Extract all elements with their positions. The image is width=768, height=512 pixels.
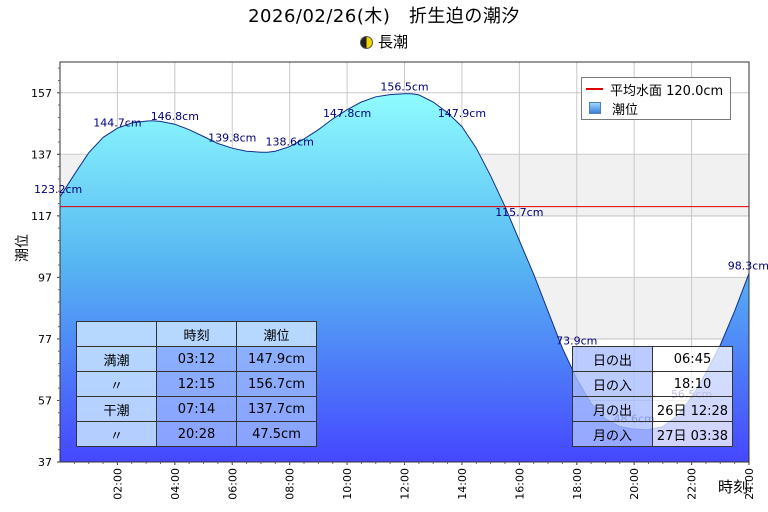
- sun-moon-label: 月の入: [572, 421, 653, 447]
- table-row: 干潮 07:14 137.7cm: [76, 396, 317, 422]
- tide-time: 07:14: [156, 396, 237, 422]
- x-axis-label: 時刻: [717, 478, 748, 496]
- y-tick-label: 57: [38, 394, 52, 407]
- point-value-label: 123.2cm: [34, 183, 82, 196]
- sun-moon-label: 日の出: [572, 346, 653, 372]
- legend-item-tide: 潮位: [586, 99, 639, 118]
- y-tick-label: 117: [31, 210, 52, 223]
- y-tick-label: 37: [38, 456, 52, 469]
- x-tick-label: 20:00: [628, 468, 641, 500]
- table-row: 満潮 03:12 147.9cm: [76, 346, 317, 372]
- tide-level: 47.5cm: [236, 421, 317, 447]
- legend-item-mean: 平均水面 120.0cm: [586, 80, 724, 99]
- table-header-cell: 潮位: [236, 321, 317, 347]
- legend: 平均水面 120.0cm 潮位: [581, 77, 731, 120]
- x-tick-label: 06:00: [226, 468, 239, 500]
- tide-time: 12:15: [156, 371, 237, 397]
- point-value-label: 144.7cm: [93, 117, 141, 130]
- tide-time: 03:12: [156, 346, 237, 372]
- sun-moon-value: 26日 12:28: [652, 396, 733, 422]
- table-header-cell: 時刻: [156, 321, 237, 347]
- x-tick-label: 24:00: [743, 468, 756, 500]
- table-row: 日の出 06:45: [572, 346, 733, 372]
- point-value-label: 147.9cm: [438, 107, 486, 120]
- tide-type-text: 長潮: [377, 33, 408, 51]
- tide-level: 156.7cm: [236, 371, 317, 397]
- tide-level: 147.9cm: [236, 346, 317, 372]
- mean-line-swatch: [586, 88, 603, 90]
- point-value-label: 98.3cm: [728, 259, 768, 272]
- tide-type-label: 長潮: [0, 31, 768, 52]
- point-value-label: 115.7cm: [495, 206, 543, 219]
- legend-mean-label: 平均水面 120.0cm: [610, 83, 724, 99]
- chart-title: 2026/02/26(木) 折生迫の潮汐: [248, 6, 520, 27]
- point-value-label: 138.6cm: [266, 135, 314, 148]
- table-row: 月の出 26日 12:28: [572, 396, 733, 422]
- sun-moon-table: 日の出 06:45 日の入 18:10 月の出 26日 12:28 月の入 27…: [572, 346, 733, 447]
- y-tick-label: 137: [31, 148, 52, 161]
- y-axis-label: 潮位: [15, 234, 31, 262]
- point-value-label: 146.8cm: [151, 110, 199, 123]
- y-tick-label: 77: [38, 333, 52, 346]
- point-value-label: 73.9cm: [556, 334, 597, 347]
- sun-moon-value: 27日 03:38: [652, 421, 733, 447]
- tide-type: 〃: [76, 421, 157, 447]
- sun-moon-value: 18:10: [652, 371, 733, 397]
- table-header-row: 時刻 潮位: [76, 321, 317, 347]
- table-row: 〃 20:28 47.5cm: [76, 421, 317, 447]
- tide-type: 満潮: [76, 346, 157, 372]
- tide-times-table: 時刻 潮位 満潮 03:12 147.9cm 〃 12:15 156.7cm 干…: [76, 321, 317, 447]
- table-row: 月の入 27日 03:38: [572, 421, 733, 447]
- tide-type: 干潮: [76, 396, 157, 422]
- x-tick-label: 18:00: [571, 468, 584, 500]
- y-tick-label: 97: [38, 271, 52, 284]
- sun-moon-label: 日の入: [572, 371, 653, 397]
- x-tick-label: 08:00: [284, 468, 297, 500]
- x-tick-label: 02:00: [111, 468, 124, 500]
- x-tick-label: 14:00: [456, 468, 469, 500]
- y-tick-label: 157: [31, 87, 52, 100]
- x-tick-label: 04:00: [169, 468, 182, 500]
- tide-time: 20:28: [156, 421, 237, 447]
- table-row: 日の入 18:10: [572, 371, 733, 397]
- tide-type: 〃: [76, 371, 157, 397]
- x-tick-label: 22:00: [686, 468, 699, 500]
- tide-swatch: [589, 102, 601, 114]
- tide-level: 137.7cm: [236, 396, 317, 422]
- point-value-label: 147.8cm: [323, 107, 371, 120]
- moon-phase-icon: [359, 36, 373, 49]
- sun-moon-value: 06:45: [652, 346, 733, 372]
- x-tick-label: 12:00: [399, 468, 412, 500]
- table-header-cell: [76, 321, 157, 347]
- legend-tide-label: 潮位: [612, 102, 639, 118]
- x-tick-label: 16:00: [513, 468, 526, 500]
- x-tick-label: 10:00: [341, 468, 354, 500]
- point-value-label: 139.8cm: [208, 132, 256, 145]
- sun-moon-label: 月の出: [572, 396, 653, 422]
- table-row: 〃 12:15 156.7cm: [76, 371, 317, 397]
- point-value-label: 156.5cm: [380, 80, 428, 93]
